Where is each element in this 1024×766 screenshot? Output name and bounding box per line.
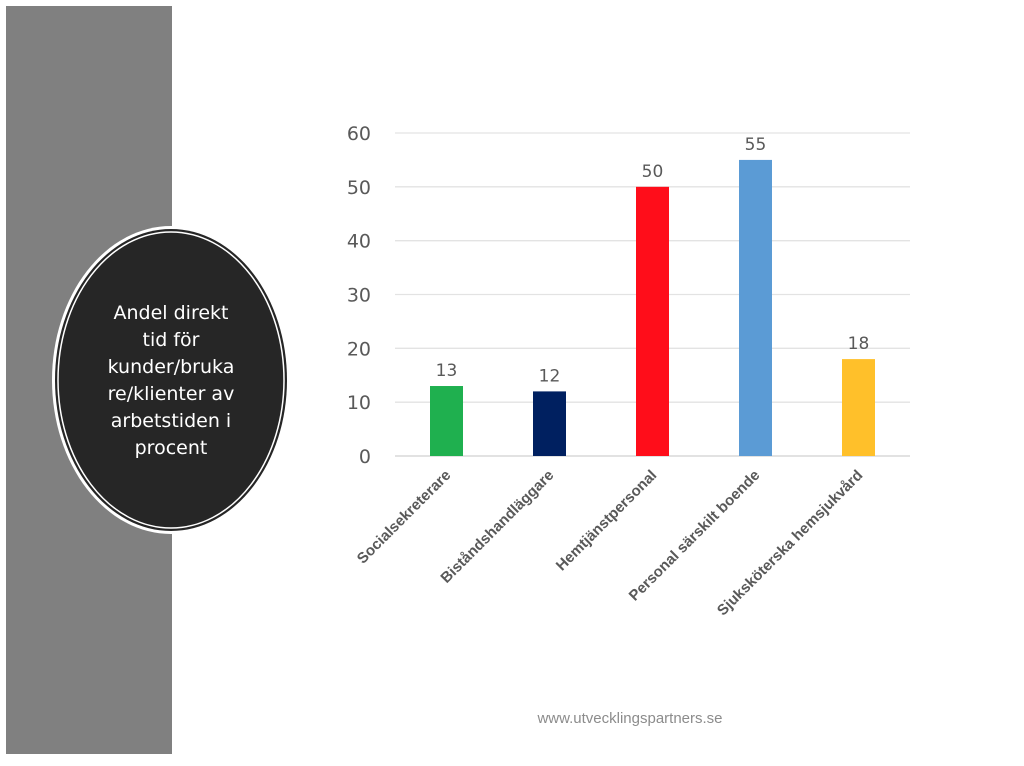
data-label: 13 [436, 361, 458, 381]
y-tick-label: 50 [347, 177, 371, 199]
category-label: Hemtjänstpersonal [553, 467, 661, 575]
bar [636, 186, 669, 457]
bar [842, 359, 875, 456]
data-label: 12 [539, 366, 561, 386]
title-badge [52, 226, 290, 534]
y-tick-label: 20 [347, 338, 371, 360]
bar [739, 159, 772, 456]
bar [430, 386, 463, 456]
category-label: Biståndshandläggare [437, 467, 557, 587]
category-labels: SocialsekreterareBiståndshandläggareHemt… [354, 467, 866, 619]
y-tick-label: 10 [347, 392, 371, 414]
footer-url: www.utvecklingspartners.se [537, 710, 723, 727]
bars [430, 159, 875, 457]
data-label: 18 [848, 334, 870, 354]
data-label: 55 [745, 135, 767, 155]
data-labels: 13 12 50 55 18 [436, 135, 870, 386]
y-tick-label: 40 [347, 231, 371, 253]
y-axis-ticks: 0 10 20 30 40 50 60 [347, 123, 371, 468]
y-tick-label: 60 [347, 123, 371, 145]
data-label: 50 [642, 162, 664, 182]
bar [533, 391, 566, 456]
y-tick-label: 30 [347, 285, 371, 307]
chart-title: Andel direkt tid för kunder/bruka re/kli… [107, 302, 235, 459]
y-tick-label: 0 [359, 446, 371, 468]
category-label: Socialsekreterare [354, 467, 454, 567]
